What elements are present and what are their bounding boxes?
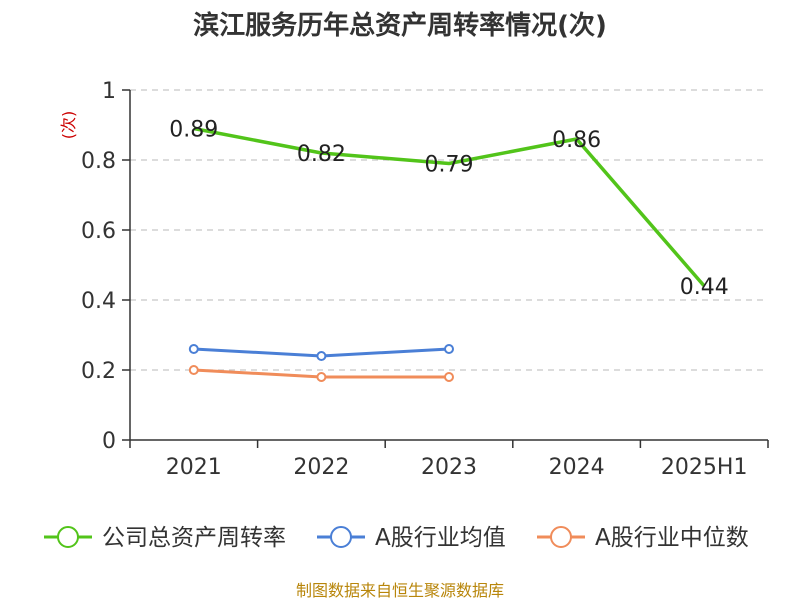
axes: 0 0.2 0.4 0.6 0.8 1 2021 2022 2023 2024 2025H1 <box>81 79 769 480</box>
gridlines <box>130 89 768 371</box>
legend-entry-0: 公司总资产周转率 <box>102 525 286 551</box>
series-point-1-2 <box>444 344 454 354</box>
series-point-1-0 <box>188 344 199 354</box>
y-axis-unit-label: (次) <box>59 111 78 140</box>
y-tick-label: 0.2 <box>81 359 116 384</box>
source-note: 制图数据来自恒生聚源数据库 <box>296 581 504 600</box>
y-tick-label: 0.4 <box>81 289 116 314</box>
chart-title: 滨江服务历年总资产周转率情况(次) <box>193 10 607 41</box>
y-tick-label: 0 <box>102 429 116 454</box>
legend-entry-1: A股行业均值 <box>375 525 506 551</box>
series-layer <box>188 126 706 382</box>
series-point-2-0 <box>188 365 199 375</box>
x-tick-label: 2025H1 <box>661 455 748 480</box>
series-point-2-2 <box>444 372 454 382</box>
y-tick-label: 1 <box>102 79 116 104</box>
legend-marker-2 <box>550 526 572 548</box>
data-label-0-4: 0.44 <box>680 275 729 300</box>
x-tick-label: 2024 <box>549 455 605 480</box>
legend-marker-0 <box>57 526 79 548</box>
legend-entry-2: A股行业中位数 <box>595 525 749 551</box>
data-label-0-0: 0.89 <box>169 118 218 143</box>
legend-marker-1 <box>330 526 352 548</box>
series-point-2-1 <box>316 372 327 382</box>
data-label-0-2: 0.79 <box>425 153 474 178</box>
legend: 公司总资产周转率 A股行业均值 A股行业中位数 <box>44 525 749 551</box>
x-tick-label: 2022 <box>293 455 349 480</box>
y-tick-label: 0.8 <box>81 149 116 174</box>
series-point-1-1 <box>316 351 327 361</box>
series-line-0 <box>193 126 706 288</box>
y-tick-label: 0.6 <box>81 219 116 244</box>
x-tick-label: 2023 <box>421 455 477 480</box>
data-labels: 0.89 0.82 0.79 0.86 0.44 <box>169 118 728 301</box>
data-label-0-1: 0.82 <box>297 142 346 167</box>
data-label-0-3: 0.86 <box>552 128 601 153</box>
x-tick-label: 2021 <box>166 455 222 480</box>
